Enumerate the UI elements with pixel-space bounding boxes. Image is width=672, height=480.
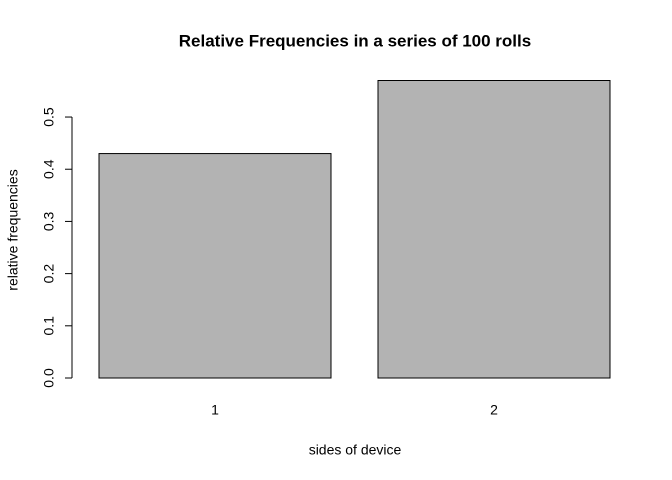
y-tick-label: 0.2 [41,264,57,284]
y-tick-label: 0.4 [41,159,57,179]
y-tick-label: 0.0 [41,368,57,388]
bar [98,153,332,379]
x-tick-label: 2 [490,402,498,418]
y-tick-label: 0.3 [41,211,57,231]
chart-title: Relative Frequencies in a series of 100 … [179,31,531,50]
x-tick-label: 1 [211,402,219,418]
y-tick-label: 0.5 [41,107,57,127]
bar [377,80,611,379]
x-axis-label: sides of device [309,442,402,458]
y-tick-label: 0.1 [41,316,57,336]
y-axis-label: relative frequencies [5,169,21,290]
